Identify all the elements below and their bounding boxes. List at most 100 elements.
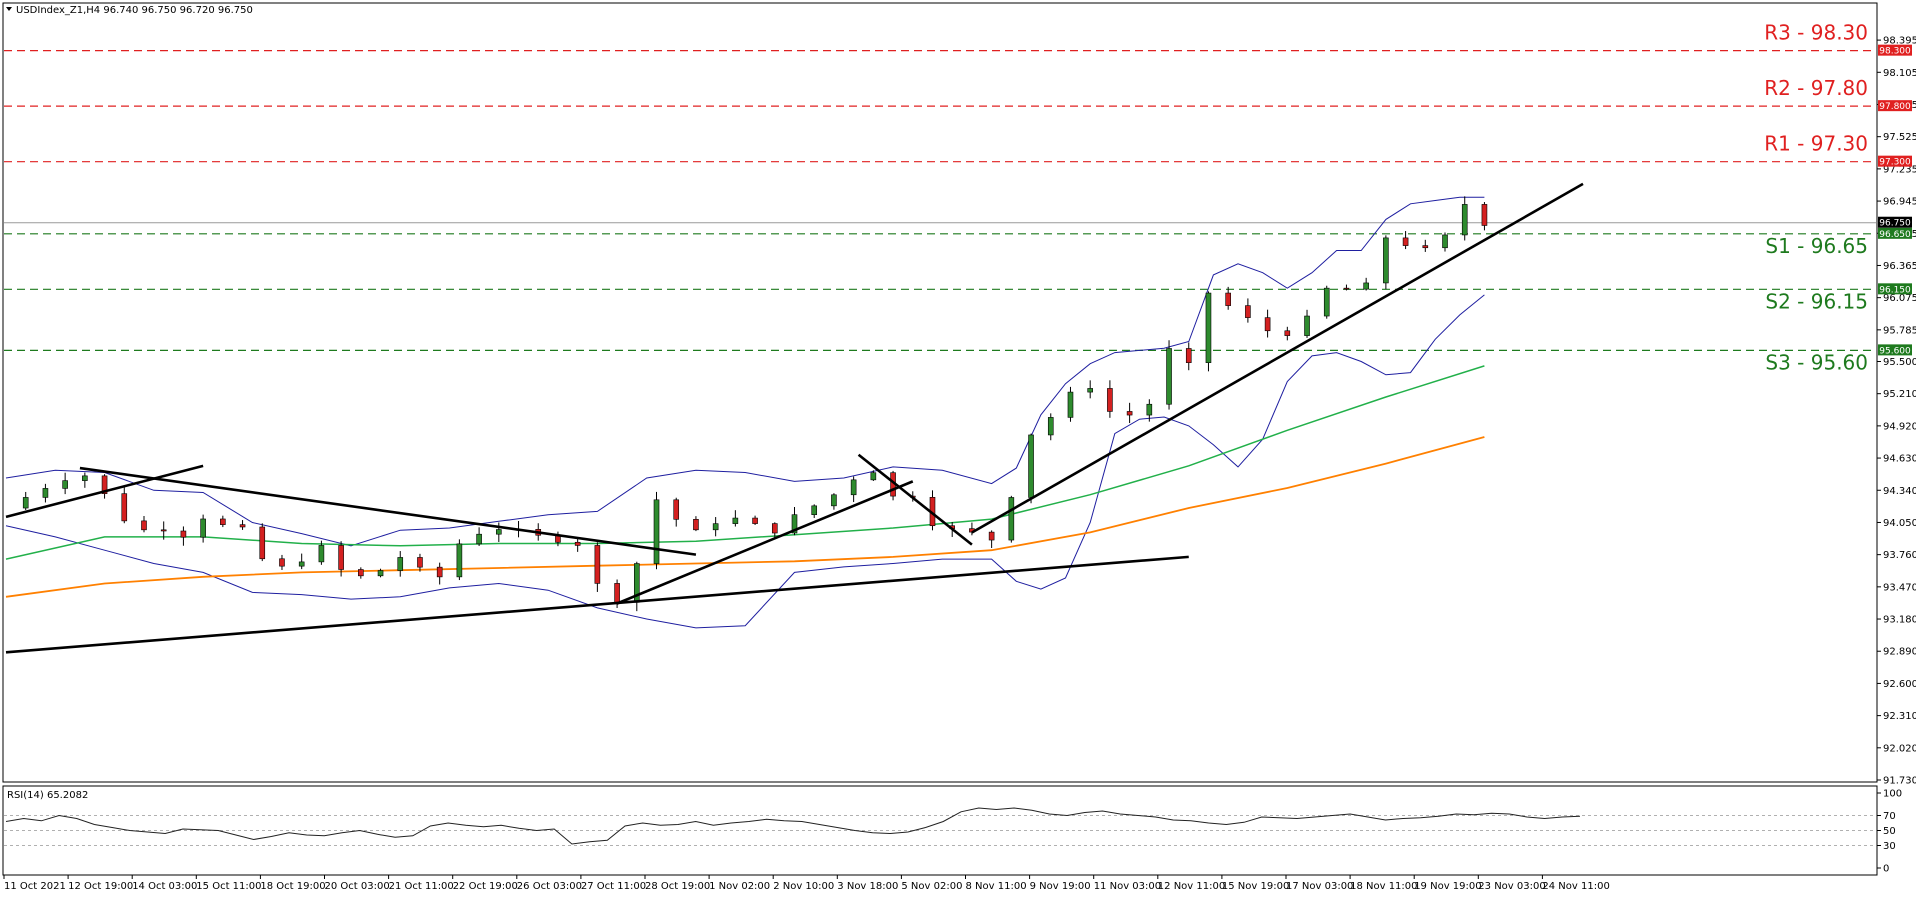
time-axis-label: 15 Nov 19:00 <box>1222 881 1289 892</box>
price-axis-label: 95.785 <box>1883 325 1916 336</box>
bear-candle <box>1107 388 1113 412</box>
bear-candle <box>1481 204 1488 226</box>
rsi-line-group <box>5 807 1581 845</box>
time-axis-label: 1 Nov 02:00 <box>709 881 770 892</box>
support-price-badge <box>1878 344 1912 356</box>
trendline <box>5 464 204 519</box>
bear-candle <box>417 557 423 568</box>
bear-candle <box>160 529 167 532</box>
price-axis-label: 97.525 <box>1883 132 1916 143</box>
bear-candle <box>752 517 758 524</box>
current-price-badge-text: 96.750 <box>1879 219 1911 229</box>
price-axis-label: 96.075 <box>1883 293 1916 304</box>
bull-candle <box>1323 287 1330 317</box>
time-axis-label: 12 Oct 19:00 <box>68 881 133 892</box>
bear-candle <box>693 519 699 531</box>
bull-candle <box>850 479 857 496</box>
rsi-axis-label: 30 <box>1883 841 1896 852</box>
price-axis-label: 95.210 <box>1883 389 1916 400</box>
bull-candle <box>22 497 29 509</box>
time-axis-label: 24 Nov 11:00 <box>1542 881 1609 892</box>
support-price-badge-text: 96.650 <box>1879 230 1911 240</box>
time-axis-label: 14 Oct 03:00 <box>132 881 197 892</box>
bull-candle <box>397 557 404 571</box>
time-axis-label: 26 Oct 03:00 <box>517 881 582 892</box>
price-axis-label: 92.020 <box>1883 743 1916 754</box>
time-axis-label: 5 Nov 02:00 <box>901 881 962 892</box>
bollinger-lower-line <box>5 294 1485 629</box>
bull-candle <box>1047 417 1054 436</box>
rsi-axis-label: 0 <box>1883 864 1889 875</box>
bear-candle <box>338 545 344 570</box>
bear-candle <box>1284 330 1291 336</box>
price-axis-label: 91.730 <box>1883 776 1916 787</box>
bull-candle <box>870 472 877 481</box>
time-axis-label: 19 Nov 19:00 <box>1414 881 1481 892</box>
bear-candle <box>1245 305 1251 318</box>
trendline <box>857 453 973 546</box>
time-axis-label: 28 Oct 19:00 <box>645 881 710 892</box>
bear-candle <box>771 523 778 534</box>
price-plot-frame <box>2 2 1878 783</box>
symbol-header: USDIndex_Z1,H4 96.740 96.750 96.720 96.7… <box>16 5 253 16</box>
rsi-axis: 100 70 50 30 0 <box>1877 789 1902 875</box>
bull-candle <box>298 561 305 567</box>
moving-averages <box>5 365 1485 598</box>
bull-candle <box>1166 348 1172 405</box>
price-axis-label: 98.105 <box>1883 68 1916 79</box>
price-axis-label: 96.365 <box>1883 261 1916 272</box>
bear-candle <box>436 566 443 578</box>
bull-candle <box>1067 391 1074 418</box>
bull-candle <box>1442 234 1448 249</box>
bull-candle <box>1008 497 1015 541</box>
price-axis-label: 96.945 <box>1883 197 1916 208</box>
bear-candle <box>141 520 147 531</box>
bull-candle <box>82 475 88 481</box>
rsi-axis-label: 100 <box>1883 789 1902 800</box>
support-price-badge <box>1878 227 1912 239</box>
price-axis-label: 98.395 <box>1883 36 1916 47</box>
time-axis-label: 9 Nov 19:00 <box>1030 881 1091 892</box>
time-axis-label: 11 Oct 2021 <box>4 881 66 892</box>
trendlines <box>5 182 1584 654</box>
bear-candle <box>220 518 226 525</box>
rsi-header: RSI(14) 65.2082 <box>7 790 88 801</box>
trendline <box>971 182 1584 534</box>
bull-candle <box>1087 388 1093 393</box>
bull-candle <box>456 543 463 578</box>
time-axis-label: 21 Oct 11:00 <box>389 881 454 892</box>
bull-candle <box>1363 282 1369 290</box>
bear-candle <box>239 524 246 528</box>
rsi-level-lines <box>4 815 1876 846</box>
bear-candle <box>574 541 581 546</box>
time-axis-label: 17 Nov 03:00 <box>1286 881 1353 892</box>
time-axis-label: 27 Oct 11:00 <box>581 881 646 892</box>
resistance-level-label: R2 - 97.80 <box>1764 76 1868 100</box>
price-axis-label: 92.310 <box>1883 711 1916 722</box>
trendline <box>79 466 697 556</box>
bear-candle <box>180 530 187 538</box>
time-axis-label: 11 Nov 03:00 <box>1094 881 1161 892</box>
bull-candle <box>496 529 502 535</box>
bear-candle <box>1126 411 1133 416</box>
bull-candle <box>1461 204 1468 236</box>
bear-candle <box>614 583 620 603</box>
resistance-price-badge-text: 98.300 <box>1879 47 1911 57</box>
support-level-label: S3 - 95.60 <box>1765 350 1868 374</box>
support-level-label: S1 - 96.65 <box>1765 234 1868 258</box>
price-axis-label: 93.180 <box>1883 615 1916 626</box>
price-axis-label: 97.235 <box>1883 164 1916 175</box>
time-axis-label: 18 Oct 19:00 <box>260 881 325 892</box>
bull-candle <box>318 545 325 563</box>
bull-candle <box>1383 237 1389 284</box>
price-axis-label: 93.760 <box>1883 550 1916 561</box>
bull-candle <box>1028 434 1034 498</box>
chart-menu-triangle-icon[interactable] <box>6 7 12 11</box>
trendline <box>616 480 914 605</box>
rsi-axis-label: 70 <box>1883 811 1896 822</box>
time-axis-label: 18 Nov 11:00 <box>1350 881 1417 892</box>
price-axis-label: 94.340 <box>1883 486 1916 497</box>
bear-candle <box>1422 245 1429 249</box>
time-axis-label: 23 Nov 03:00 <box>1478 881 1545 892</box>
